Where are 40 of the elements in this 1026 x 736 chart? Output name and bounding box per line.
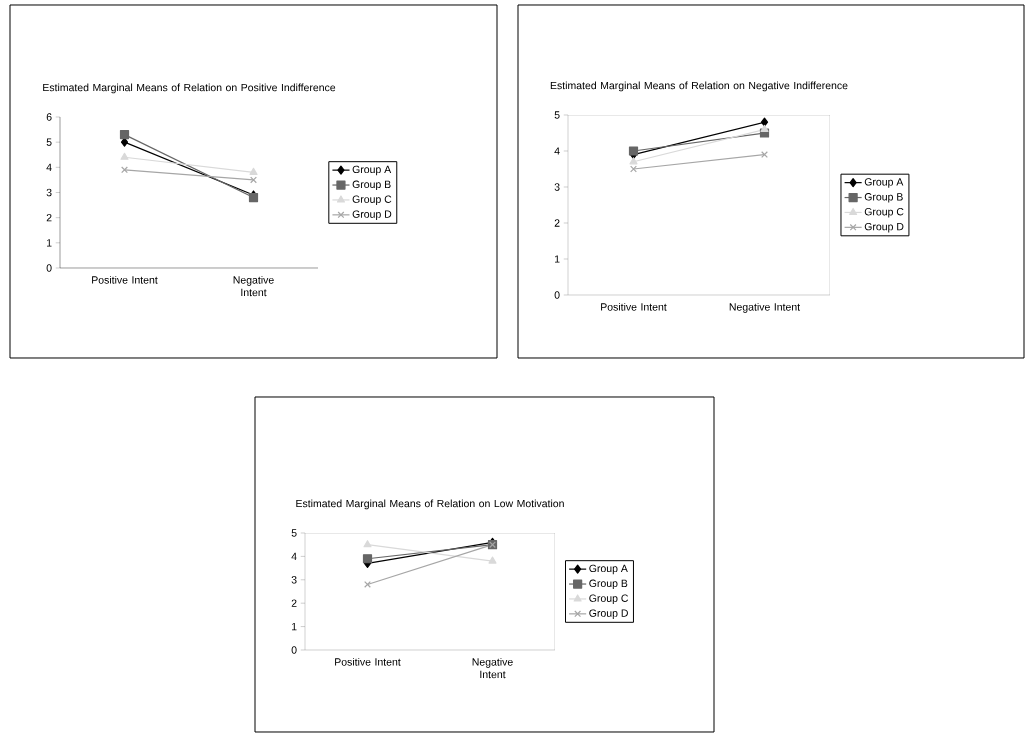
y-tick-label: 0 [291,646,297,654]
legend-label: Group B [352,180,391,191]
y-tick-label: 4 [291,552,297,560]
legend-label: Group A [352,165,392,176]
legend-label: Group A [864,178,904,188]
y-tick-label: 2 [554,219,560,227]
chart-title: Estimated Marginal Means of Relation on Low Motivation [296,499,564,510]
y-tick-label: 3 [291,576,297,584]
x-tick-label: Negative Intent [729,302,801,313]
y-tick-label: 5 [554,111,560,119]
legend-label: Group D [864,222,904,233]
x-tick-label: Positive Intent [335,657,401,666]
y-tick-label: 1 [555,255,560,263]
legend-label: Group A [589,564,628,575]
legend-label: Group B [864,193,903,203]
legend-label: Group C [589,594,629,604]
legend-label: Group C [864,208,904,218]
y-tick-label: 3 [554,183,560,191]
y-tick-label: 1 [47,239,52,247]
chart-title: Estimated Marginal Means of Relation on Positive Indifference [43,83,336,94]
chart-title: Estimated Marginal Means of Relation on Negative Indifference [550,81,848,92]
y-tick-label: 2 [291,599,297,607]
y-tick-label: 6 [46,113,52,121]
y-tick-label: 5 [291,529,297,537]
y-tick-label: 4 [554,147,560,155]
legend-label: Group C [352,195,392,205]
y-tick-label: 2 [46,214,52,222]
y-tick-label: 5 [46,138,52,146]
y-tick-label: 1 [292,622,297,631]
x-tick-label: Positive Intent [92,275,158,284]
y-tick-label: 0 [46,264,52,272]
x-tick-label: Positive Intent [601,302,667,311]
y-tick-label: 3 [46,188,52,197]
legend-label: Group B [589,579,628,590]
y-tick-label: 4 [46,163,52,171]
x-tick-label: Negative Intent [472,657,513,679]
legend-label: Group D [352,210,392,220]
x-tick-label: Negative Intent [233,275,274,297]
legend-label: Group D [589,609,628,619]
y-tick-label: 0 [554,291,560,299]
